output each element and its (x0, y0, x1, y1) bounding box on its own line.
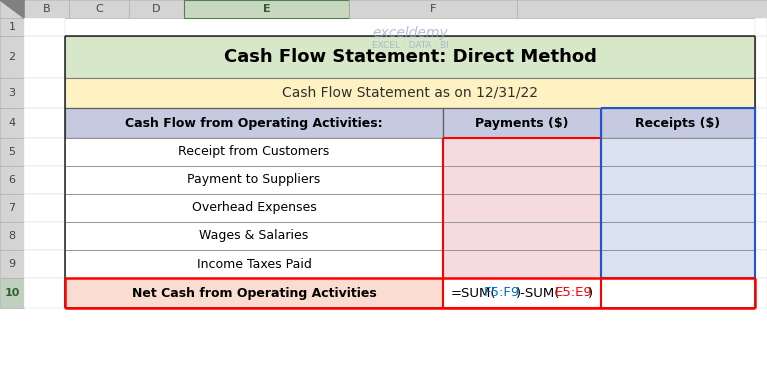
Text: Payment to Suppliers: Payment to Suppliers (187, 173, 321, 187)
Bar (349, 0, 517, 18)
Bar (601, 222, 755, 250)
Text: 5: 5 (8, 147, 15, 157)
Text: Income Taxes Paid: Income Taxes Paid (196, 257, 311, 271)
Text: Overhead Expenses: Overhead Expenses (192, 201, 316, 215)
Bar (24, 36, 65, 78)
Bar (65, 18, 755, 36)
Bar (0, 194, 24, 222)
Text: Cash Flow Statement: Direct Method: Cash Flow Statement: Direct Method (223, 48, 597, 66)
Bar (65, 278, 443, 308)
Bar (24, 194, 65, 222)
Text: E: E (262, 4, 270, 14)
Bar (0, 0, 24, 18)
Bar (0, 108, 24, 138)
Bar (65, 78, 755, 108)
Text: D: D (153, 4, 161, 14)
Polygon shape (0, 0, 24, 18)
Text: EXCEL · DATA · BI: EXCEL · DATA · BI (371, 40, 449, 49)
Bar (443, 138, 601, 166)
Bar (755, 138, 767, 166)
Bar (24, 18, 65, 36)
Text: Cash Flow Statement as on 12/31/22: Cash Flow Statement as on 12/31/22 (282, 86, 538, 100)
Bar (65, 194, 443, 222)
Bar (65, 36, 755, 78)
Text: 6: 6 (8, 175, 15, 185)
Bar (24, 250, 65, 278)
Bar (443, 278, 755, 308)
Text: 3: 3 (8, 88, 15, 98)
Text: 10: 10 (5, 288, 20, 298)
Text: B: B (43, 4, 51, 14)
Bar (0, 78, 24, 108)
Bar (443, 250, 601, 278)
Bar (755, 36, 767, 78)
Bar (443, 194, 601, 222)
Bar (601, 108, 755, 138)
Text: Net Cash from Operating Activities: Net Cash from Operating Activities (132, 287, 377, 299)
Text: F: F (430, 4, 436, 14)
Text: Receipt from Customers: Receipt from Customers (179, 146, 330, 158)
Text: Receipts ($): Receipts ($) (635, 116, 720, 130)
Text: Cash Flow from Operating Activities:: Cash Flow from Operating Activities: (125, 116, 383, 130)
Bar (755, 78, 767, 108)
Text: =SUM(: =SUM( (451, 287, 496, 299)
Bar (65, 138, 443, 166)
Bar (755, 250, 767, 278)
Text: exceldemy: exceldemy (372, 26, 448, 40)
Text: 7: 7 (8, 203, 15, 213)
Text: ): ) (588, 287, 593, 299)
Bar (0, 222, 24, 250)
Bar (0, 36, 24, 78)
Bar (443, 166, 601, 194)
Text: 2: 2 (8, 52, 15, 62)
Bar (65, 166, 443, 194)
Bar (755, 194, 767, 222)
Text: 1: 1 (8, 22, 15, 32)
Text: Payments ($): Payments ($) (476, 116, 569, 130)
Bar (755, 222, 767, 250)
Bar (24, 138, 65, 166)
Text: C: C (95, 4, 103, 14)
Bar (129, 0, 184, 18)
Bar (0, 138, 24, 166)
Bar (24, 108, 65, 138)
Bar (69, 0, 129, 18)
Bar (755, 166, 767, 194)
Bar (601, 138, 755, 166)
Bar (601, 194, 755, 222)
Text: 8: 8 (8, 231, 15, 241)
Bar (24, 0, 69, 18)
Bar (601, 166, 755, 194)
Text: 4: 4 (8, 118, 15, 128)
Bar (755, 278, 767, 308)
Bar (0, 166, 24, 194)
Bar (443, 222, 601, 250)
Bar (0, 250, 24, 278)
Bar (184, 0, 349, 18)
Bar (24, 78, 65, 108)
Bar (24, 166, 65, 194)
Text: 9: 9 (8, 259, 15, 269)
Bar (65, 250, 443, 278)
Text: )-SUM(: )-SUM( (516, 287, 561, 299)
Bar (24, 278, 65, 308)
Bar (24, 222, 65, 250)
Bar (65, 222, 443, 250)
Bar (0, 278, 24, 308)
Text: Wages & Salaries: Wages & Salaries (199, 230, 308, 242)
Bar (755, 108, 767, 138)
Text: E5:E9: E5:E9 (555, 287, 593, 299)
Bar (443, 108, 601, 138)
Bar (601, 250, 755, 278)
Bar (755, 18, 767, 36)
Bar (517, 0, 767, 18)
Text: F5:F9: F5:F9 (483, 287, 520, 299)
Bar (65, 108, 443, 138)
Bar (0, 18, 24, 36)
